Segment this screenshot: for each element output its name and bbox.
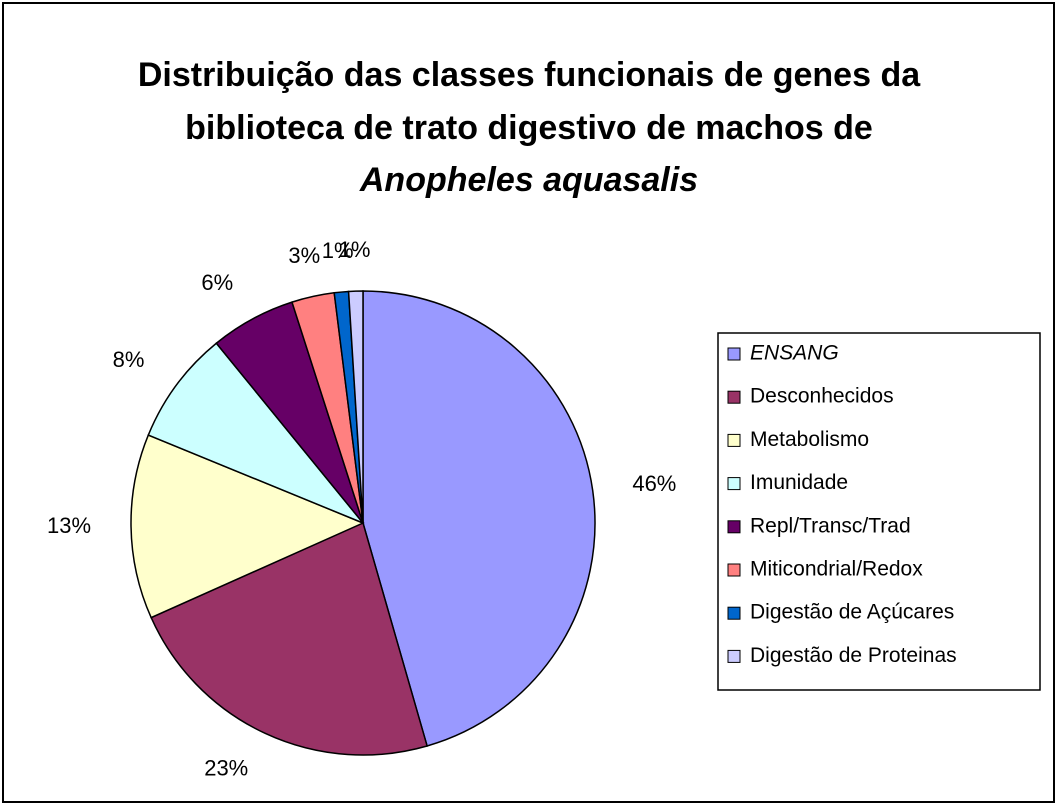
legend-label: Repl/Transc/Trad <box>750 514 911 537</box>
data-label: 1% <box>322 238 354 263</box>
legend-swatch <box>727 606 741 620</box>
chart-title: Distribuição das classes funcionais de g… <box>138 56 921 94</box>
legend-label: Miticondrial/Redox <box>750 558 923 581</box>
legend-label: Imunidade <box>750 471 848 494</box>
data-label: 3% <box>288 243 320 268</box>
data-label: 8% <box>113 347 145 372</box>
data-label: 1% <box>339 237 371 262</box>
pie-slice <box>147 342 364 524</box>
legend-swatch <box>727 649 741 663</box>
legend-box <box>717 332 1041 691</box>
legend-label: Digestão de Açúcares <box>750 601 954 624</box>
pie-slice <box>150 521 429 756</box>
legend-swatch <box>727 563 741 577</box>
legend-swatch <box>727 520 741 534</box>
pie-slice <box>130 434 365 619</box>
chart-title: Anopheles aquasalis <box>359 161 698 199</box>
legend-label: ENSANG <box>750 342 839 365</box>
data-label: 13% <box>47 513 91 538</box>
pie-slice <box>347 290 364 524</box>
legend-swatch <box>727 347 741 361</box>
legend-label: Metabolismo <box>750 428 869 451</box>
data-label: 46% <box>632 471 676 496</box>
legend-swatch <box>727 433 741 447</box>
legend-label: Digestão de Proteinas <box>750 644 957 667</box>
data-label: 23% <box>204 755 248 780</box>
legend-swatch <box>727 477 741 491</box>
legend-label: Desconhecidos <box>750 385 894 408</box>
data-label: 6% <box>201 270 233 295</box>
chart-title: biblioteca de trato digestivo de machos … <box>185 109 873 147</box>
legend-swatch <box>727 390 741 404</box>
pie-slice <box>362 290 596 747</box>
